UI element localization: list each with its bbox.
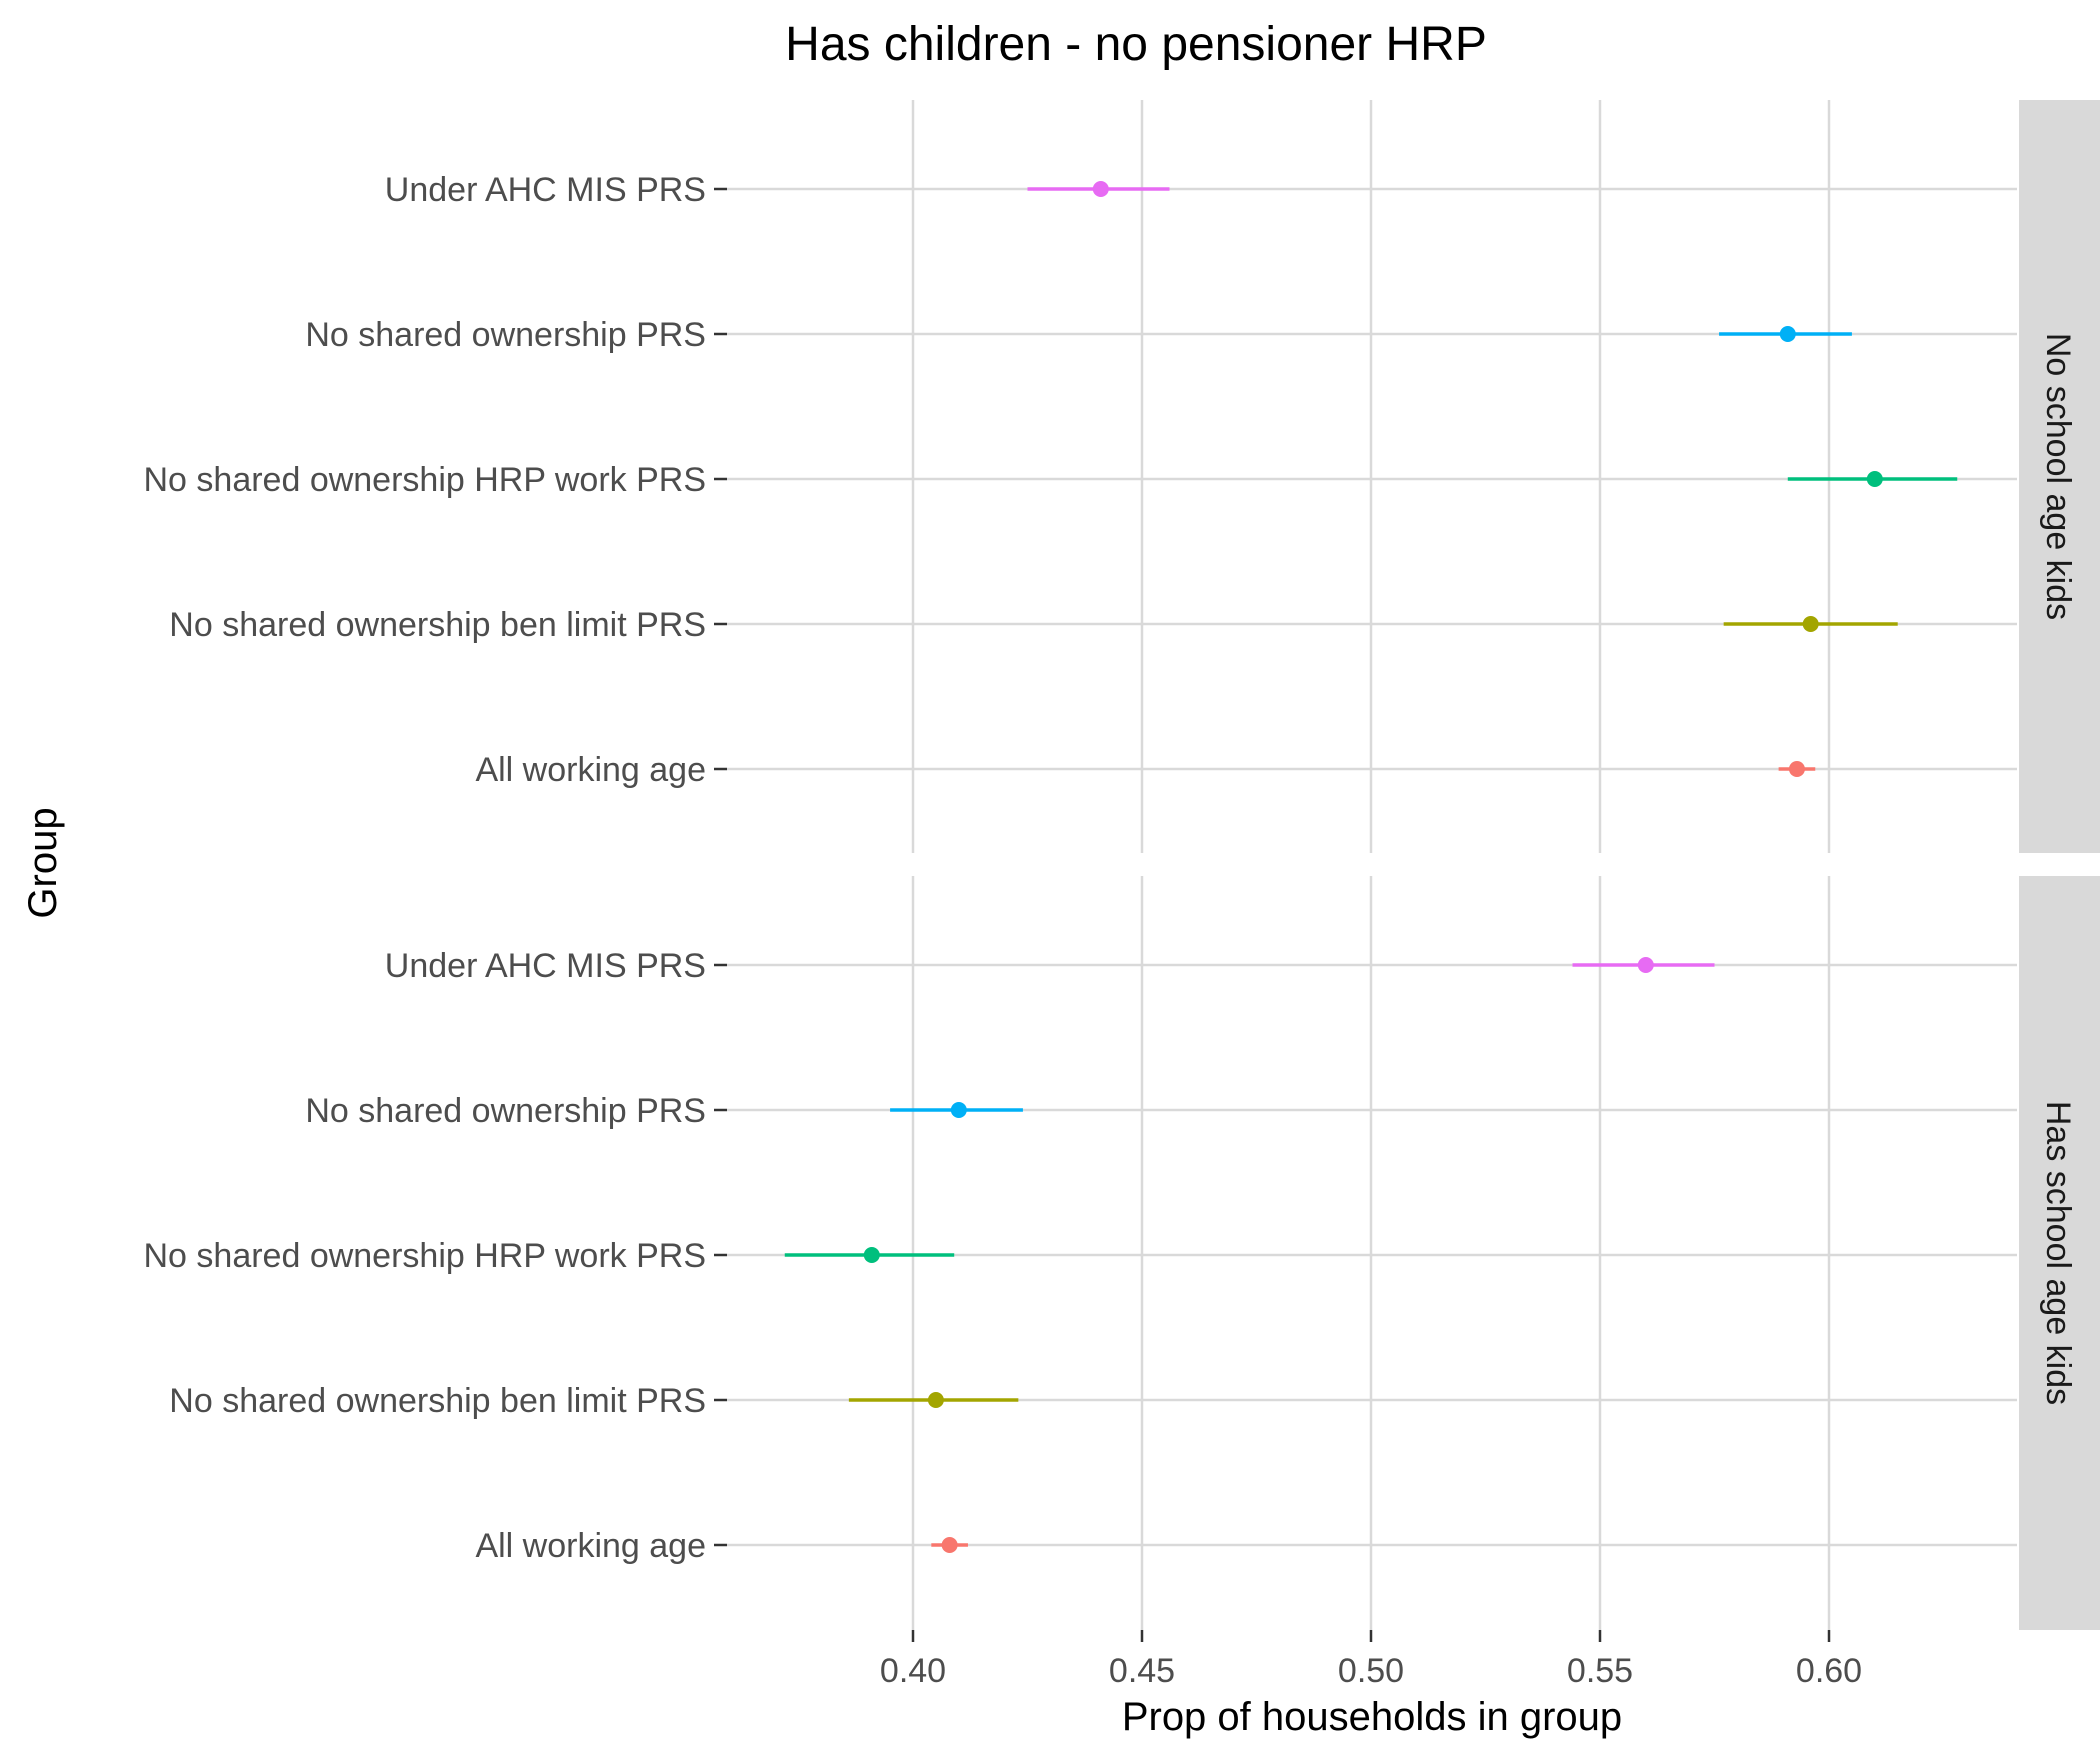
point-all-working-age (1788, 761, 1805, 777)
y-tick-label: No shared ownership ben limit PRS (169, 1382, 706, 1420)
point-no-shared-ownership-ben-limit-prs (1802, 616, 1819, 632)
point-under-ahc-mis-prs (1637, 957, 1654, 973)
point-no-shared-ownership-prs (950, 1102, 967, 1118)
point-no-shared-ownership-hrp-work-prs (863, 1247, 880, 1263)
y-tick-label: All working age (475, 751, 706, 789)
point-under-ahc-mis-prs (1092, 181, 1109, 197)
point-no-shared-ownership-prs (1779, 326, 1796, 342)
facet-strip-label: Has school age kids (2039, 1101, 2077, 1405)
y-tick-label: No shared ownership PRS (305, 1092, 706, 1130)
facet-strip-has-school-age-kids (2019, 876, 2100, 1630)
y-tick-label: All working age (475, 1527, 706, 1565)
facet-strip-label: No school age kids (2039, 333, 2077, 620)
panel-no-school-age-kids: Under AHC MIS PRS No shared ownership PRS… (144, 100, 2100, 853)
x-axis-title: Prop of households in group (1122, 1695, 1622, 1739)
x-tick-label: 0.55 (1567, 1652, 1633, 1690)
x-tick-label: 0.60 (1796, 1652, 1862, 1690)
x-axis: 0.40 0.45 0.50 0.55 0.60 (880, 1630, 1862, 1690)
panel-has-school-age-kids: Under AHC MIS PRS No shared ownership PRS… (144, 876, 2100, 1630)
y-tick-label: No shared ownership HRP work PRS (144, 461, 707, 499)
y-tick-label: Under AHC MIS PRS (385, 171, 706, 209)
facet-strip-no-school-age-kids (2019, 100, 2100, 853)
x-tick-label: 0.40 (880, 1652, 946, 1690)
y-tick-label: No shared ownership PRS (305, 316, 706, 354)
y-tick-label: Under AHC MIS PRS (385, 947, 706, 985)
y-tick-label: No shared ownership HRP work PRS (144, 1237, 707, 1275)
x-tick-label: 0.50 (1338, 1652, 1404, 1690)
y-tick-label: No shared ownership ben limit PRS (169, 606, 706, 644)
point-no-shared-ownership-hrp-work-prs (1866, 471, 1883, 487)
chart-title: Has children - no pensioner HRP (785, 18, 1487, 71)
y-axis-title: Group (21, 807, 65, 918)
x-tick-label: 0.45 (1109, 1652, 1175, 1690)
point-no-shared-ownership-ben-limit-prs (927, 1392, 944, 1408)
facet-panels: Under AHC MIS PRS No shared ownership PRS… (144, 100, 2100, 1630)
point-all-working-age (941, 1537, 958, 1553)
